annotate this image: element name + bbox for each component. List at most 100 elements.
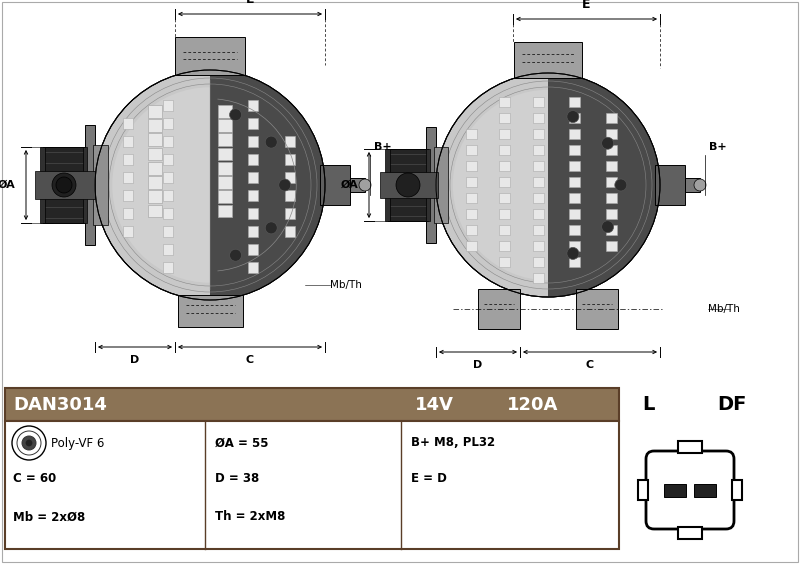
Bar	[606, 225, 617, 235]
Bar	[218, 176, 232, 189]
Text: E: E	[246, 0, 254, 6]
Bar	[678, 527, 702, 539]
Text: C: C	[586, 360, 594, 370]
Text: Mb/Th: Mb/Th	[708, 304, 740, 314]
Bar	[533, 113, 543, 123]
Bar	[466, 129, 477, 139]
Bar	[499, 225, 510, 235]
Bar	[148, 148, 162, 160]
Text: Poly-VF 6: Poly-VF 6	[51, 437, 104, 450]
Circle shape	[230, 109, 242, 121]
Bar	[148, 162, 162, 175]
Bar	[466, 193, 477, 203]
Circle shape	[453, 90, 643, 280]
Circle shape	[22, 436, 36, 450]
Bar	[163, 208, 173, 219]
Bar	[380, 172, 438, 198]
Bar	[533, 225, 543, 235]
Bar	[388, 149, 428, 221]
Circle shape	[17, 431, 41, 455]
Bar	[248, 118, 258, 129]
Bar	[163, 154, 173, 165]
Text: D: D	[130, 355, 140, 365]
Circle shape	[567, 111, 579, 122]
Circle shape	[52, 173, 76, 197]
Bar	[163, 190, 173, 201]
Bar	[123, 226, 133, 237]
Circle shape	[95, 70, 325, 300]
Bar	[148, 119, 162, 132]
Bar	[285, 190, 294, 201]
Bar	[569, 193, 579, 203]
Bar	[569, 113, 579, 123]
Bar	[499, 97, 510, 107]
Text: DENSO: DENSO	[166, 196, 274, 224]
Bar	[466, 241, 477, 251]
Bar	[163, 172, 173, 183]
Circle shape	[614, 179, 627, 191]
Bar	[83, 147, 87, 223]
Circle shape	[694, 179, 706, 191]
Bar	[533, 257, 543, 267]
Bar	[218, 134, 232, 146]
Bar	[576, 289, 618, 329]
Bar	[569, 225, 579, 235]
Bar	[148, 191, 162, 203]
Circle shape	[567, 248, 579, 259]
Text: C = 60: C = 60	[13, 473, 56, 486]
Bar	[569, 97, 579, 107]
Bar	[218, 105, 232, 118]
Bar	[606, 161, 617, 171]
Bar	[678, 441, 702, 453]
Bar	[694, 483, 716, 496]
Bar	[569, 177, 579, 187]
Bar	[606, 177, 617, 187]
Circle shape	[359, 179, 371, 191]
Circle shape	[436, 73, 660, 297]
Circle shape	[230, 249, 242, 261]
Text: 14V: 14V	[415, 395, 454, 413]
Bar	[163, 136, 173, 147]
Bar	[218, 191, 232, 203]
Text: ØA: ØA	[0, 180, 16, 190]
Bar	[533, 161, 543, 171]
Text: B+: B+	[374, 142, 392, 152]
Bar	[350, 178, 365, 192]
Bar	[285, 208, 294, 219]
Circle shape	[278, 179, 290, 191]
Bar	[499, 161, 510, 171]
Bar	[499, 113, 510, 123]
FancyBboxPatch shape	[646, 451, 734, 529]
Text: ØA: ØA	[342, 180, 359, 190]
Text: C: C	[246, 355, 254, 365]
Text: B+: B+	[709, 142, 726, 152]
Bar	[248, 100, 258, 111]
Bar	[569, 257, 579, 267]
Text: Mb = 2xØ8: Mb = 2xØ8	[13, 510, 86, 523]
Bar	[533, 97, 543, 107]
Bar	[85, 125, 95, 245]
Bar	[148, 134, 162, 146]
Text: L: L	[642, 395, 654, 414]
Bar	[499, 241, 510, 251]
Bar	[148, 205, 162, 217]
Circle shape	[602, 221, 614, 233]
Bar	[178, 295, 242, 327]
Text: DENSO: DENSO	[503, 196, 613, 224]
Bar	[248, 136, 258, 147]
Bar	[43, 147, 85, 223]
Bar	[569, 145, 579, 155]
Text: DAN3014: DAN3014	[13, 395, 107, 413]
Bar	[123, 208, 133, 219]
Bar	[606, 129, 617, 139]
Bar	[533, 129, 543, 139]
Bar	[123, 190, 133, 201]
Bar	[248, 244, 258, 255]
Bar	[248, 208, 258, 219]
Bar	[148, 105, 162, 118]
Circle shape	[56, 177, 72, 193]
Bar	[175, 37, 245, 75]
Bar	[248, 262, 258, 273]
Text: ØA = 55: ØA = 55	[214, 437, 268, 450]
Bar	[163, 262, 173, 273]
